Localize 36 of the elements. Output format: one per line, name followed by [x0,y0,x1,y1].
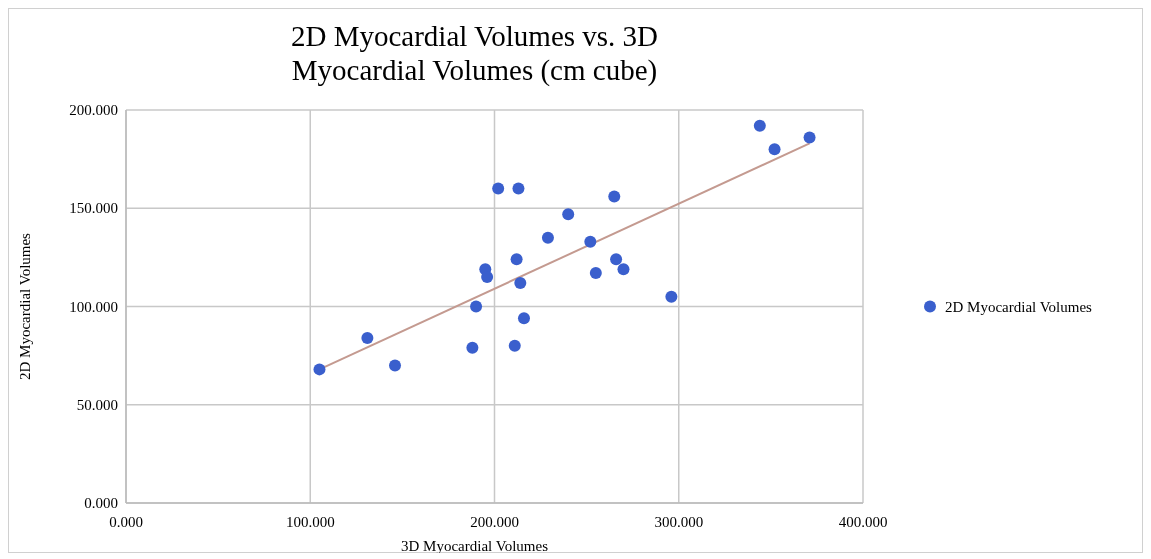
y-tick-label: 150.000 [69,200,118,217]
point [562,208,575,221]
point [803,131,816,144]
y-tick-label: 0.000 [84,495,118,511]
point [768,143,781,156]
point [541,231,554,244]
point [514,276,527,289]
point [470,300,483,313]
point [492,182,505,195]
y-axis-title: 2D Myocardial Volumes [17,232,33,380]
legend-label: 2D Myocardial Volumes [945,298,1093,315]
point [753,119,766,132]
point [508,339,521,352]
point [589,267,602,280]
point [389,359,402,372]
y-tick-label: 100.000 [69,298,118,315]
y-tick-label: 50.000 [76,396,118,413]
x-tick-label: 400.000 [838,514,888,530]
point [610,253,623,266]
point [665,290,678,303]
x-tick-label: 200.000 [470,514,519,530]
x-tick-label: 300.000 [654,514,704,530]
point [608,190,621,203]
point [466,341,479,354]
point [517,312,530,325]
point [617,263,630,276]
point [512,182,525,195]
x-tick-label: 0.000 [109,514,143,530]
point [481,271,494,284]
point [361,331,374,344]
y-tick-label: 200.000 [69,102,118,118]
point [313,363,326,376]
point [510,253,523,266]
chart-title: 2D Myocardial Volumes vs. 3D Myocardial Volumes (cm cube) [290,20,659,87]
point [584,235,597,248]
x-tick-label: 100.000 [285,514,335,530]
